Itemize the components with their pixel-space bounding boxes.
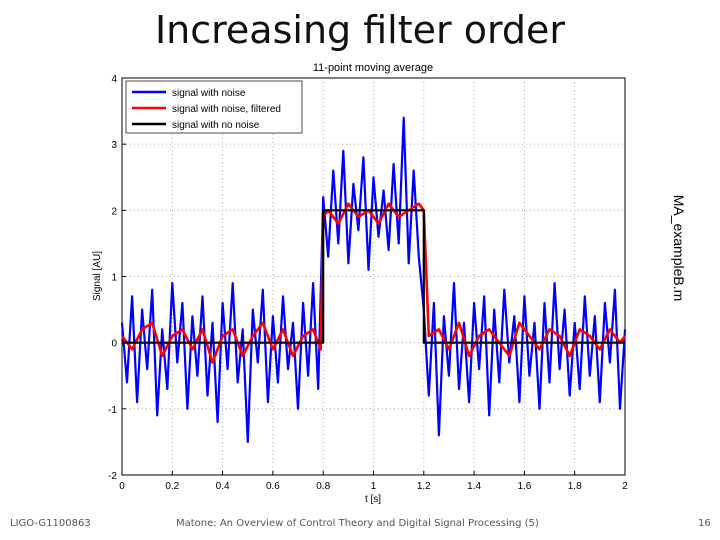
legend-label-noise: signal with noise — [172, 88, 246, 99]
x-tick-label: 0.8 — [316, 481, 330, 492]
legend-label-filtered: signal with noise, filtered — [172, 104, 281, 115]
y-tick-label: 2 — [111, 206, 117, 217]
page-number: 16 — [698, 518, 711, 529]
x-tick-label: 2 — [622, 481, 628, 492]
y-tick-label: 4 — [111, 74, 117, 85]
x-tick-label: 0.6 — [266, 481, 280, 492]
x-tick-label: 1 — [371, 481, 377, 492]
footer-document-id: LIGO-G1100863 — [10, 518, 91, 529]
plot-area — [121, 77, 626, 476]
x-tick-label: 0.4 — [216, 481, 230, 492]
y-tick-label: 1 — [111, 273, 117, 284]
x-tick-label: 1.8 — [568, 481, 582, 492]
legend-label-clean: signal with no noise — [172, 120, 260, 131]
x-tick-label: 0.2 — [165, 481, 179, 492]
x-tick-label: 0 — [119, 481, 125, 492]
y-tick-label: 0 — [111, 339, 117, 350]
y-axis-label: Signal [AU] — [92, 251, 103, 301]
x-axis-label: t [s] — [365, 494, 381, 505]
chart-title: 11-point moving average — [313, 62, 433, 74]
series-line-filtered — [120, 202, 627, 364]
footer-talk-title: Matone: An Overview of Control Theory an… — [176, 518, 539, 529]
y-tick-label: 3 — [111, 140, 117, 151]
series-line-signal-with-noise — [120, 116, 627, 443]
x-tick-label: 1.2 — [417, 481, 431, 492]
series-layer — [120, 116, 627, 443]
y-tick-label: -2 — [108, 471, 117, 482]
legend: signal with noise signal with noise, fil… — [125, 80, 303, 134]
ticks: 0 0.2 0.4 0.6 0.8 1 1.2 1.4 1.6 1.8 2 -2 -1 0 1 2 3 4 — [108, 74, 628, 492]
slide-title: Increasing filter order — [154, 8, 566, 52]
x-tick-label: 1.6 — [517, 481, 531, 492]
series-line-no-noise — [122, 209, 625, 344]
side-file-label: MA_exampleB.m — [671, 195, 687, 302]
y-tick-label: -1 — [108, 405, 117, 416]
x-tick-label: 1.4 — [467, 481, 481, 492]
